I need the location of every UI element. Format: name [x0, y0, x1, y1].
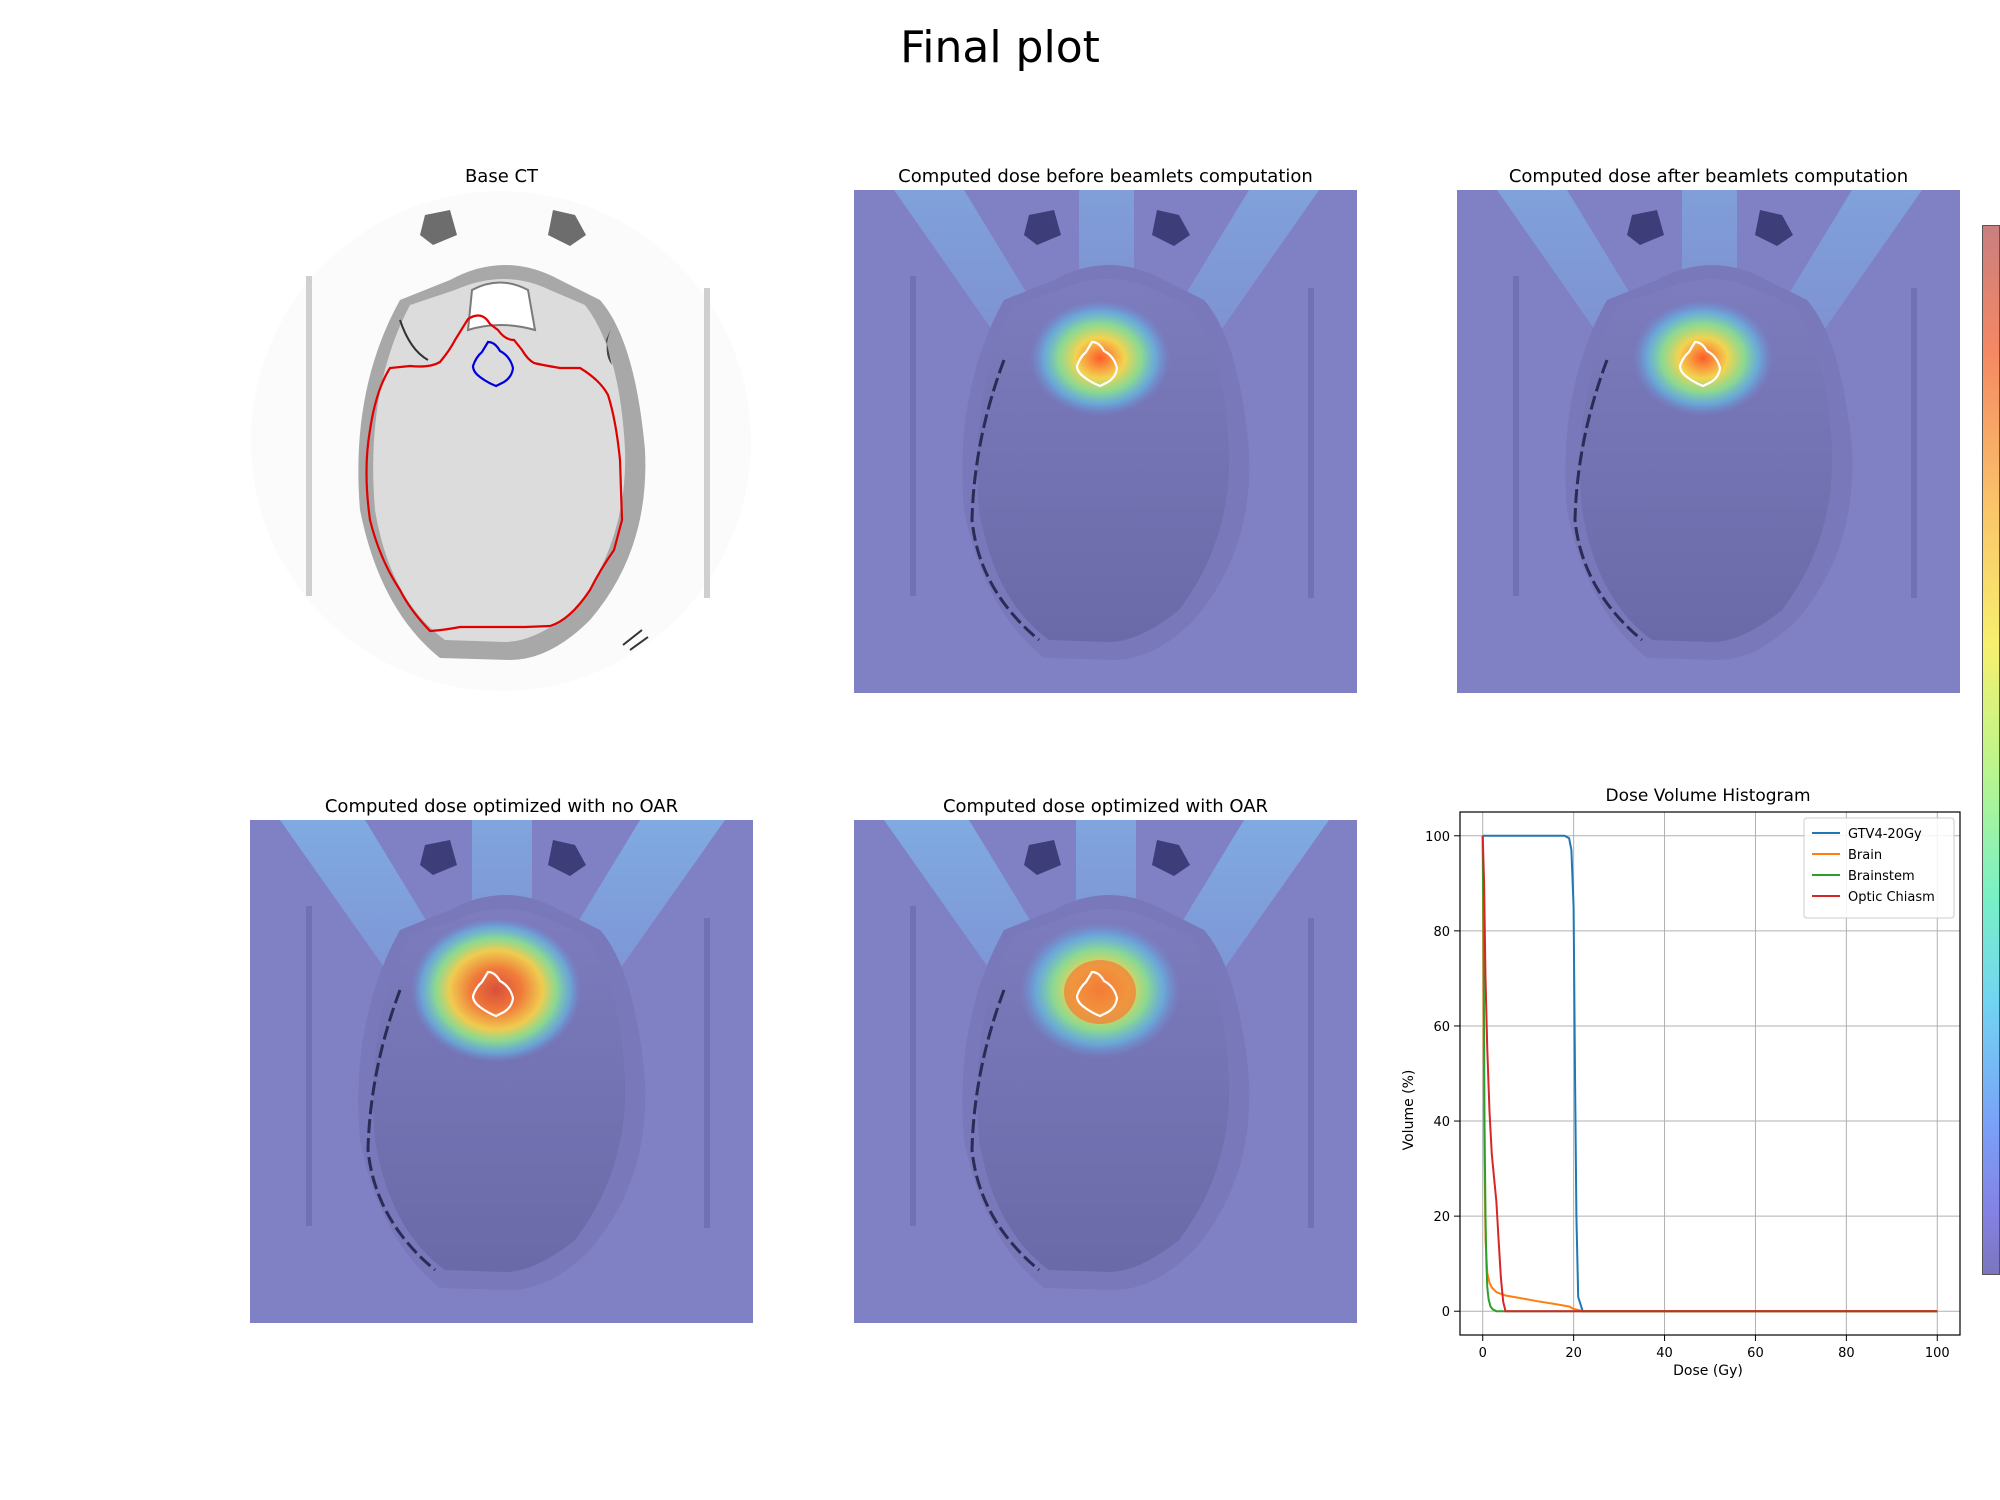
legend-label: Brainstem: [1848, 869, 1915, 884]
dvh-series-group: [1481, 834, 1938, 1313]
x-tick-label: 0: [1479, 1346, 1487, 1361]
y-tick-label: 0: [1442, 1305, 1450, 1320]
dvh-line-brainstem: [1481, 835, 1938, 1313]
dvh-line-optic-chiasm: [1481, 835, 1938, 1313]
legend-box: [1803, 817, 1955, 919]
base-ct-image: [250, 190, 753, 693]
dvh-axes: 0 20 40 60 80 100 0 20 40 60 80 100: [1425, 811, 1961, 1361]
y-tick-label: 40: [1433, 1115, 1450, 1130]
y-tick-label: 60: [1433, 1020, 1450, 1035]
dose-after-title: Computed dose after beamlets computation: [1508, 166, 1909, 187]
base-ct-title: Base CT: [464, 166, 539, 187]
dose-before-image: [854, 190, 1357, 693]
legend-label: Optic Chiasm: [1848, 890, 1935, 905]
x-tick-label: 40: [1656, 1346, 1673, 1361]
y-tick-label: 20: [1433, 1210, 1450, 1225]
x-tick-label: 60: [1747, 1346, 1764, 1361]
y-tick-label: 100: [1425, 830, 1450, 845]
dose-before-title: Computed dose before beamlets computatio…: [898, 166, 1313, 187]
x-tick-label: 20: [1565, 1346, 1582, 1361]
figure-title: Final plot: [900, 22, 1100, 73]
dvh-ylabel: Volume (%): [1401, 1070, 1417, 1151]
opt-oar-image: [854, 820, 1357, 1323]
dose-after-image: [1457, 190, 1960, 693]
dvh-xlabel: Dose (Gy): [1673, 1363, 1743, 1379]
x-tick-label: 80: [1838, 1346, 1855, 1361]
colorbar: [1982, 225, 2000, 1275]
dvh-title: Dose Volume Histogram: [1605, 786, 1810, 806]
opt-no-oar-title: Computed dose optimized with no OAR: [324, 796, 679, 817]
dvh-line-gtv4-20gy: [1482, 834, 1938, 1313]
dvh-legend: GTV4-20Gy Brain Brainstem Optic Chiasm: [1803, 817, 1955, 919]
y-tick-label: 80: [1433, 925, 1450, 940]
legend-label: Brain: [1848, 848, 1882, 863]
dvh-chart: Dose Volume Histogram 0 20 40 60 80 100 0 20 40 6…: [1401, 786, 1961, 1379]
plot-frame: [1459, 811, 1961, 1336]
legend-label: GTV4-20Gy: [1848, 827, 1922, 842]
x-tick-label: 100: [1925, 1346, 1950, 1361]
opt-oar-title: Computed dose optimized with OAR: [942, 796, 1269, 817]
opt-no-oar-image: [250, 820, 753, 1323]
